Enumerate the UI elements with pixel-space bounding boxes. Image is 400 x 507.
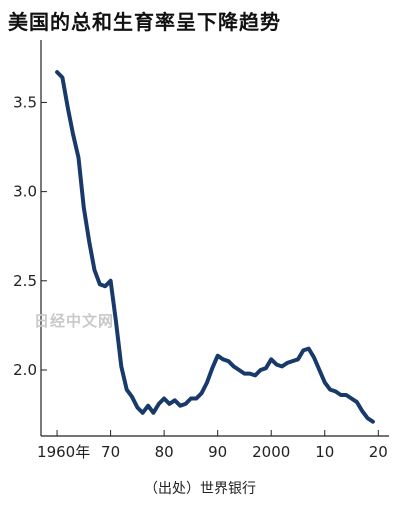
- watermark-text: 日经中文网: [34, 312, 115, 330]
- source-note: （出处）世界银行: [144, 481, 256, 497]
- x-tick-label: 90: [208, 443, 227, 461]
- x-tick-label: 1960年: [37, 443, 90, 461]
- chart-title: 美国的总和生育率呈下降趋势: [8, 10, 281, 34]
- x-tick-label: 10: [315, 443, 334, 461]
- y-tick-label: 2.0: [13, 361, 37, 379]
- y-tick-label: 3.5: [13, 93, 37, 111]
- fertility-rate-line: [55, 70, 375, 424]
- x-tick-label: 70: [101, 443, 120, 461]
- y-tick-label: 3.0: [13, 183, 37, 201]
- x-tick-label: 80: [155, 443, 174, 461]
- x-tick-label: 20: [369, 443, 388, 461]
- x-tick-label: 2000: [252, 443, 290, 461]
- y-tick-label: 2.5: [13, 272, 37, 290]
